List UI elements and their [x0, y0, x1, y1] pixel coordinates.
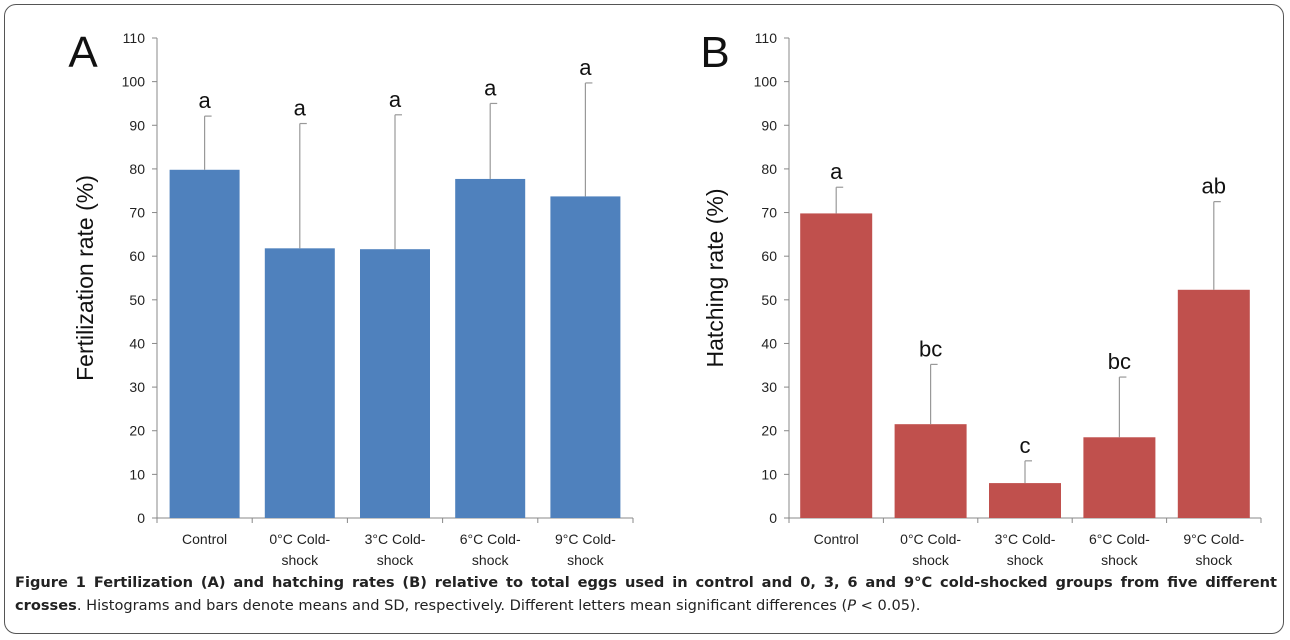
figure-frame: A Fertilization rate (%) 0 10 20 30 40 50 60 70 80… — [4, 4, 1284, 634]
panel-b-significance-letter: ab — [1202, 174, 1226, 199]
panel-a-bar — [550, 196, 621, 518]
caption-text-2: < 0.05). — [856, 597, 921, 614]
panel-a-bar — [455, 178, 526, 519]
caption-text-1: . Histograms and bars denote means and S… — [76, 597, 848, 614]
panel-b-bar — [1177, 289, 1250, 518]
panel-a-ytick-label: 70 — [129, 205, 145, 221]
panel-a-ytick-label: 0 — [137, 510, 145, 526]
panel-b-significance-letter: bc — [1108, 349, 1131, 374]
panel-a-category-label: shock — [282, 552, 320, 565]
caption-title: Figure 1 Fertilization (A) and hatching … — [15, 574, 1277, 614]
panel-a-ytick-label: 60 — [129, 248, 145, 264]
panel-a-ylabel: Fertilization rate (%) — [72, 175, 98, 381]
panel-a-category-label: shock — [472, 552, 510, 565]
panel-a-bar — [169, 169, 240, 519]
panel-b-category-label: 0°C Cold- — [900, 531, 961, 547]
panel-a-category-label: 9°C Cold- — [555, 531, 616, 547]
panel-b-letter: B — [700, 28, 729, 77]
panel-b-ytick-label: 110 — [755, 30, 778, 46]
panel-a-ytick-label: 80 — [129, 161, 145, 177]
panel-b-ylabel: Hatching rate (%) — [702, 189, 728, 368]
panel-b-category-label: 3°C Cold- — [995, 531, 1056, 547]
panel-b-ytick-label: 90 — [761, 117, 777, 133]
panel-b-ytick-label: 10 — [761, 466, 777, 482]
panel-a-category-label: 0°C Cold- — [269, 531, 330, 547]
panel-a-significance-letter: a — [579, 55, 592, 80]
panel-a-category-label: shock — [377, 552, 415, 565]
panel-b-significance-letter: c — [1020, 433, 1031, 458]
panel-a-significance-letter: a — [198, 88, 211, 113]
panel-b-bar — [989, 483, 1061, 518]
panel-a-ytick-label: 110 — [123, 30, 146, 46]
panel-a-significance-letter: a — [484, 75, 497, 100]
panel-a-category-label: Control — [182, 531, 227, 547]
panel-a-category-label: 3°C Cold- — [365, 531, 426, 547]
panel-a-bar — [264, 248, 335, 518]
panel-b-ytick-label: 30 — [761, 379, 777, 395]
panel-b-category-label: shock — [1196, 552, 1234, 565]
caption-p-symbol: P — [847, 597, 857, 614]
panel-b-ytick-label: 100 — [754, 74, 778, 90]
panel-b-significance-letter: bc — [919, 336, 942, 361]
panel-b-category-label: shock — [912, 552, 950, 565]
panel-b-significance-letter: a — [830, 159, 843, 184]
panel-b-ytick-label: 0 — [769, 510, 777, 526]
panel-a-ytick-label: 40 — [129, 335, 145, 351]
panel-b-ytick-label: 20 — [761, 423, 777, 439]
panel-b-ytick-label: 80 — [761, 161, 777, 177]
panel-b-category-label: 9°C Cold- — [1183, 531, 1244, 547]
panel-a-ytick-label: 30 — [129, 379, 145, 395]
panel-b-ytick-label: 60 — [761, 248, 777, 264]
panel-b-category-label: shock — [1007, 552, 1045, 565]
panel-a-ytick-label: 100 — [122, 74, 146, 90]
charts-svg: A Fertilization rate (%) 0 10 20 30 40 50 60 70 80… — [68, 28, 1262, 565]
panel-b-bar — [800, 213, 873, 518]
panel-a-ytick-label: 10 — [129, 466, 145, 482]
figure-caption: Figure 1 Fertilization (A) and hatching … — [15, 571, 1277, 617]
panel-a-category-label: 6°C Cold- — [460, 531, 521, 547]
panel-b-bar — [894, 424, 967, 518]
panel-b-ytick-label: 50 — [761, 292, 777, 308]
panel-b-category-label: shock — [1101, 552, 1139, 565]
panel-a-significance-letter: a — [389, 87, 402, 112]
panel-b-category-label: Control — [814, 531, 859, 547]
panel-a-ytick-label: 20 — [129, 423, 145, 439]
panel-a-bar — [360, 249, 430, 518]
panel-a-significance-letter: a — [294, 96, 307, 121]
panel-a-ytick-label: 90 — [129, 117, 145, 133]
panel-b-ytick-label: 70 — [761, 205, 777, 221]
panel-b-category-label: 6°C Cold- — [1089, 531, 1150, 547]
panel-b-bar — [1083, 437, 1156, 518]
panel-a-ytick-label: 50 — [129, 292, 145, 308]
panel-a-category-label: shock — [567, 552, 605, 565]
panel-b-ytick-label: 40 — [761, 335, 777, 351]
panel-a-letter: A — [68, 28, 98, 77]
